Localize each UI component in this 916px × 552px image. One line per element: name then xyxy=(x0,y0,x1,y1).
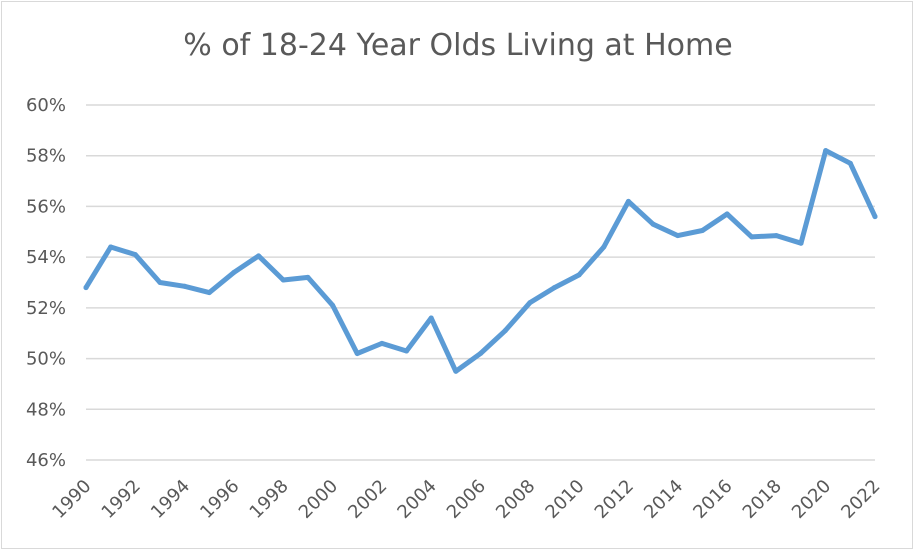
data-point xyxy=(453,368,459,374)
x-tick-label: 2020 xyxy=(788,476,835,523)
y-tick-label: 58% xyxy=(26,146,66,167)
data-point xyxy=(83,285,89,291)
data-point xyxy=(749,234,755,240)
data-point xyxy=(330,302,336,308)
data-point xyxy=(527,300,533,306)
data-point xyxy=(182,283,188,289)
x-tick-label: 2022 xyxy=(837,476,884,523)
data-point xyxy=(773,233,779,239)
x-axis-ticks: 1990 1992 1994 1996 1998 2000 2002 2004 2006 2008… xyxy=(48,476,884,523)
x-tick-label: 2008 xyxy=(492,476,539,523)
data-point xyxy=(379,340,385,346)
data-point xyxy=(551,285,557,291)
x-tick-label: 1992 xyxy=(98,476,145,523)
data-point xyxy=(280,277,286,283)
chart-title: % of 18-24 Year Olds Living at Home xyxy=(183,28,733,63)
data-point xyxy=(872,214,878,220)
gridlines xyxy=(86,104,875,461)
data-point xyxy=(699,228,705,234)
x-tick-label: 2006 xyxy=(443,476,490,523)
data-point xyxy=(404,348,410,354)
x-tick-label: 1994 xyxy=(147,476,194,523)
data-point xyxy=(847,160,853,166)
x-tick-label: 2004 xyxy=(393,476,440,523)
x-tick-label: 2000 xyxy=(295,476,342,523)
data-point xyxy=(601,244,607,250)
data-point xyxy=(724,211,730,217)
y-tick-label: 56% xyxy=(26,196,66,217)
x-tick-label: 1996 xyxy=(196,476,243,523)
x-tick-label: 2002 xyxy=(344,476,391,523)
y-axis-ticks: 46% 48% 50% 52% 54% 56% 58% 60% xyxy=(26,95,66,471)
data-point xyxy=(675,233,681,239)
y-tick-label: 52% xyxy=(26,298,66,319)
x-tick-label: 2018 xyxy=(739,476,786,523)
x-tick-label: 2014 xyxy=(640,476,687,523)
y-tick-label: 60% xyxy=(26,95,66,116)
data-point xyxy=(576,272,582,278)
data-point xyxy=(157,280,163,285)
series-layer xyxy=(83,148,878,374)
series-line xyxy=(83,148,878,374)
y-tick-label: 54% xyxy=(26,247,66,268)
y-tick-label: 48% xyxy=(26,399,66,420)
y-tick-label: 50% xyxy=(26,349,66,370)
data-point xyxy=(206,290,212,296)
x-tick-label: 2010 xyxy=(541,476,588,523)
data-point xyxy=(625,198,631,204)
data-point xyxy=(305,274,311,280)
data-point xyxy=(354,351,360,356)
data-point xyxy=(256,253,262,259)
data-point xyxy=(502,328,508,334)
x-tick-label: 1998 xyxy=(246,476,293,523)
x-tick-label: 2016 xyxy=(689,476,736,523)
data-point xyxy=(478,351,483,356)
x-tick-label: 2012 xyxy=(591,476,638,523)
data-point xyxy=(231,269,237,275)
data-point xyxy=(650,221,656,227)
data-point xyxy=(132,252,138,258)
data-point xyxy=(823,148,829,154)
x-tick-label: 1990 xyxy=(48,476,95,523)
y-tick-label: 46% xyxy=(26,450,66,471)
data-point xyxy=(798,240,804,246)
data-point xyxy=(108,244,114,250)
data-point xyxy=(428,315,434,321)
